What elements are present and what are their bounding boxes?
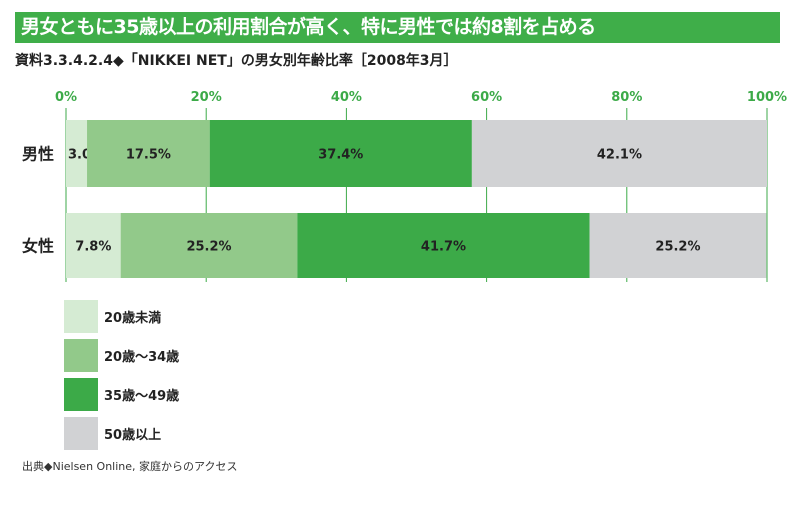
bar-segment: [209, 120, 472, 187]
category-label: 女性: [22, 237, 54, 256]
legend-label: 35歳～49歳: [104, 388, 179, 404]
data-label: 41.7%: [421, 240, 466, 255]
legend-swatch: [64, 378, 98, 411]
data-label: 7.8%: [75, 240, 111, 255]
legend-label: 20歳～34歳: [104, 349, 179, 365]
bar-segment: [66, 120, 88, 187]
chart-title: 男女ともに35歳以上の利用割合が高く、特に男性では約8割を占める: [15, 12, 780, 43]
legend-label: 50歳以上: [104, 427, 161, 443]
bar-segment: [120, 213, 298, 278]
category-label: 男性: [22, 145, 54, 164]
data-label: 42.1%: [597, 148, 642, 163]
data-label: 25.2%: [186, 240, 231, 255]
x-tick-label: 100%: [747, 90, 787, 105]
chart-subtitle: 資料3.3.4.2.4◆「NIKKEI NET」の男女別年齢比率［2008年3月…: [15, 53, 458, 69]
bar-segment: [297, 213, 590, 278]
source-note: 出典◆Nielsen Online, 家庭からのアクセス: [22, 460, 238, 473]
bar-segment: [66, 213, 121, 278]
bar-segment: [589, 213, 767, 278]
legend-label: 20歳未満: [104, 310, 161, 326]
data-label: 25.2%: [655, 240, 700, 255]
legend-swatch: [64, 300, 98, 333]
data-label: 17.5%: [126, 148, 171, 163]
x-tick-label: 60%: [471, 90, 502, 105]
legend-swatch: [64, 417, 98, 450]
x-tick-label: 80%: [611, 90, 642, 105]
x-tick-label: 0%: [55, 90, 77, 105]
bar-segment: [471, 120, 767, 187]
x-tick-label: 40%: [331, 90, 362, 105]
legend-swatch: [64, 339, 98, 372]
bar-segment: [87, 120, 210, 187]
data-label: 37.4%: [318, 148, 363, 163]
x-tick-label: 20%: [191, 90, 222, 105]
